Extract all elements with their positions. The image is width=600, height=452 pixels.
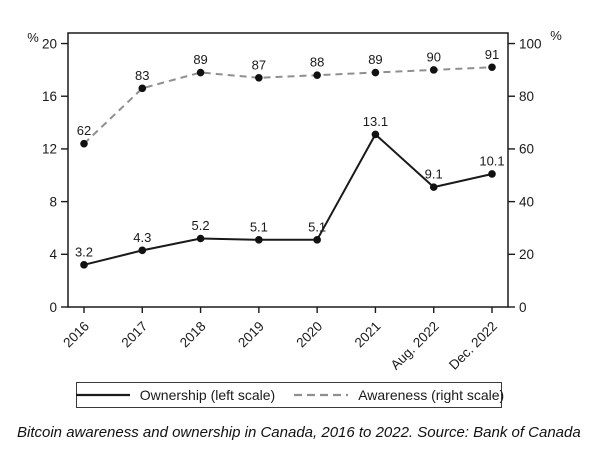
x-axis-category-label: 2020 (293, 319, 325, 351)
ownership-data-point-label: 10.1 (479, 153, 504, 168)
awareness-data-point-marker (196, 68, 205, 77)
left-axis-tick-label: 8 (49, 194, 57, 209)
ownership-data-point-label: 5.1 (308, 219, 326, 234)
awareness-data-point-marker (255, 73, 263, 82)
left-axis-tick-label: 4 (49, 247, 57, 262)
ownership-data-point-marker (80, 261, 88, 269)
awareness-data-point-marker (80, 139, 88, 148)
left-axis-unit-label: % (27, 30, 39, 45)
plot-frame (67, 32, 509, 308)
x-axis-category-label: 2021 (352, 319, 384, 351)
awareness-series-line (83, 66, 493, 145)
ownership-data-point-label: 13.1 (363, 114, 388, 129)
ownership-series-line (83, 133, 493, 266)
awareness-data-point-label: 91 (485, 47, 499, 62)
ownership-data-point-label: 9.1 (425, 167, 443, 182)
ownership-line-sample-icon (75, 393, 130, 397)
left-axis-tick-label: 12 (42, 142, 57, 157)
legend: Ownership (left scale) Awareness (right … (74, 382, 504, 408)
legend-label-awareness: Awareness (right scale) (358, 387, 505, 403)
awareness-data-point-label: 87 (252, 57, 266, 72)
right-axis-tick-label: 0 (519, 300, 527, 315)
legend-item-awareness: Awareness (right scale) (292, 387, 504, 403)
x-axis-category-label: 2018 (177, 319, 209, 351)
legend-label-ownership: Ownership (left scale) (139, 387, 276, 403)
awareness-line-sample-icon (294, 393, 349, 397)
right-axis-tick-label: 100 (519, 36, 542, 51)
ownership-data-point-label: 4.3 (133, 230, 151, 245)
ownership-data-point-marker (371, 130, 380, 139)
awareness-data-point-marker (429, 66, 438, 74)
ownership-data-point-marker (138, 246, 147, 255)
chart-caption: Bitcoin awareness and ownership in Canad… (17, 424, 581, 441)
x-axis-category-label: 2016 (60, 319, 92, 351)
awareness-data-point-marker (313, 71, 321, 79)
ownership-data-point-marker (429, 183, 438, 191)
x-axis-category-label: 2017 (119, 319, 151, 351)
awareness-data-point-marker (488, 63, 496, 72)
x-axis-category-label: Aug. 2022 (388, 319, 442, 373)
awareness-data-point-label: 88 (310, 55, 324, 70)
ownership-data-point-marker (255, 236, 263, 244)
ownership-data-point-marker (488, 170, 496, 178)
awareness-data-point-marker (138, 84, 147, 93)
x-axis-category-label: 2019 (235, 319, 267, 351)
ownership-data-point-marker (313, 236, 321, 244)
right-axis-tick-label: 20 (519, 247, 534, 262)
right-axis-tick-label: 60 (519, 142, 534, 157)
right-axis-tick-label: 40 (519, 194, 534, 209)
awareness-data-point-label: 90 (426, 49, 440, 64)
awareness-data-point-label: 62 (77, 123, 91, 138)
ownership-data-point-label: 5.2 (192, 218, 210, 233)
awareness-data-point-label: 89 (193, 52, 207, 67)
ownership-data-point-marker (196, 234, 205, 243)
awareness-data-point-marker (371, 68, 380, 77)
left-axis-tick-label: 0 (49, 300, 57, 315)
chart-plot-area: 0 4 8 12 16 20% 0 20 40 60 80 100% 2016 2017 2018 2019 2… (27, 28, 562, 373)
left-axis-tick-label: 16 (42, 89, 57, 104)
x-axis-category-label: Dec. 2022 (446, 319, 500, 373)
legend-item-ownership: Ownership (left scale) (74, 387, 275, 403)
ownership-data-point-label: 3.2 (75, 244, 93, 259)
right-axis-tick-label: 80 (519, 89, 534, 104)
awareness-data-point-label: 89 (368, 52, 382, 67)
right-axis-unit-label: % (550, 28, 562, 43)
left-axis-tick-label: 20 (42, 36, 57, 51)
ownership-data-point-label: 5.1 (250, 219, 268, 234)
awareness-data-point-label: 83 (135, 68, 149, 83)
